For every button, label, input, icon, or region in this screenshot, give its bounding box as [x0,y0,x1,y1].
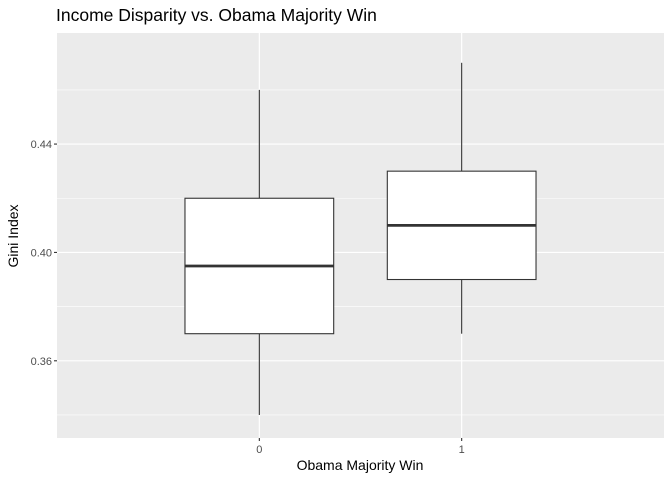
box-series [184,62,537,415]
plot-panel [57,33,664,438]
y-axis-title: Gini Index [5,204,21,267]
y-tick-label: 0.44 [31,139,52,151]
y-tick-label: 0.40 [31,247,52,259]
y-axis-ticks: 0.36 0.40 0.44 [31,139,57,368]
x-tick-label: 1 [459,444,465,456]
x-axis-title: Obama Majority Win [297,457,424,473]
x-tick-label: 0 [256,444,262,456]
box-0 [184,89,335,415]
y-tick-label: 0.36 [31,356,52,368]
box-1 [386,62,537,334]
chart-title: Income Disparity vs. Obama Majority Win [56,5,377,25]
